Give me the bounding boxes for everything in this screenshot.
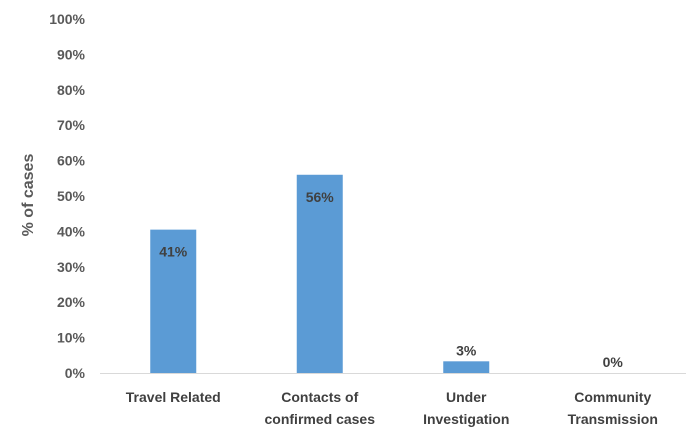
y-tick-label: 90% bbox=[57, 46, 86, 62]
y-tick-label: 60% bbox=[57, 153, 86, 169]
y-tick-label: 10% bbox=[57, 330, 86, 346]
y-tick-label: 100% bbox=[49, 11, 85, 27]
y-axis-ticks: 0% 10% 20% 30% 40% 50% 60% 70% 80% 90% 100% bbox=[49, 11, 85, 381]
y-tick-label: 50% bbox=[57, 188, 86, 204]
category-label: Under Investigation bbox=[423, 389, 509, 427]
category-label: Contacts of confirmed cases bbox=[265, 389, 376, 427]
y-tick-label: 80% bbox=[57, 82, 86, 98]
bars bbox=[150, 174, 490, 373]
data-labels: 41% 56% 3% 0% bbox=[159, 189, 623, 370]
data-label: 3% bbox=[456, 342, 477, 358]
y-tick-label: 0% bbox=[65, 365, 86, 381]
y-tick-label: 30% bbox=[57, 259, 86, 275]
bar bbox=[150, 229, 197, 373]
category-label: Travel Related bbox=[126, 389, 221, 405]
bar bbox=[443, 361, 490, 373]
y-tick-label: 70% bbox=[57, 117, 86, 133]
y-axis-label: % of cases bbox=[20, 154, 37, 237]
data-label: 56% bbox=[306, 189, 335, 205]
category-label: Community Transmission bbox=[568, 389, 658, 427]
category-labels: Travel Related Contacts of confirmed cases… bbox=[126, 389, 658, 427]
bar bbox=[296, 174, 343, 373]
data-label: 41% bbox=[159, 244, 188, 260]
y-tick-label: 40% bbox=[57, 223, 86, 239]
y-tick-label: 20% bbox=[57, 294, 86, 310]
data-label: 0% bbox=[603, 354, 624, 370]
